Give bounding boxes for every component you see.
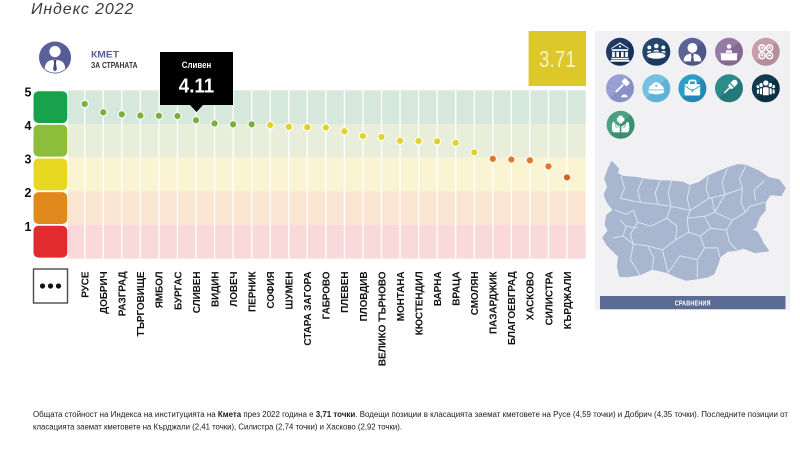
svg-text:Сливен: Сливен xyxy=(182,60,212,71)
svg-text:ЛОВЕЧ: ЛОВЕЧ xyxy=(229,271,240,306)
svg-text:4.11: 4.11 xyxy=(179,76,215,98)
svg-text:РАЗГРАД: РАЗГРАД xyxy=(118,272,129,317)
svg-text:ДОБРИЧ: ДОБРИЧ xyxy=(99,271,110,313)
svg-text:ХАСКОВО: ХАСКОВО xyxy=(526,271,537,320)
svg-text:МОНТАНА: МОНТАНА xyxy=(396,272,407,322)
svg-text:СЛИВЕН: СЛИВЕН xyxy=(192,272,203,314)
svg-text:СОФИЯ: СОФИЯ xyxy=(266,272,277,309)
svg-text:4: 4 xyxy=(25,119,32,133)
svg-text:КЮСТЕНДИЛ: КЮСТЕНДИЛ xyxy=(414,271,425,335)
svg-text:ВАРНА: ВАРНА xyxy=(433,272,444,307)
svg-text:РУСЕ: РУСЕ xyxy=(81,271,92,298)
svg-text:КМЕТ: КМЕТ xyxy=(91,50,119,61)
svg-text:БЛАГОЕВГРАД: БЛАГОЕВГРАД xyxy=(507,272,518,345)
svg-text:ТЪРГОВИЩЕ: ТЪРГОВИЩЕ xyxy=(136,271,147,337)
svg-text:3: 3 xyxy=(25,153,32,167)
svg-text:СИЛИСТРА: СИЛИСТРА xyxy=(544,272,555,326)
svg-text:ПЛЕВЕН: ПЛЕВЕН xyxy=(340,272,351,313)
svg-text:ШУМЕН: ШУМЕН xyxy=(285,272,296,310)
svg-text:1: 1 xyxy=(25,220,32,234)
svg-text:ПЛОВДИВ: ПЛОВДИВ xyxy=(359,272,370,322)
svg-text:ВРАЦА: ВРАЦА xyxy=(452,272,463,306)
svg-text:СМОЛЯН: СМОЛЯН xyxy=(470,272,481,316)
svg-text:5: 5 xyxy=(25,85,32,99)
svg-text:ЯМБОЛ: ЯМБОЛ xyxy=(155,271,166,308)
svg-text:класацията заемат кметовете на: класацията заемат кметовете на Кърджали … xyxy=(33,421,402,431)
svg-text:ВИДИН: ВИДИН xyxy=(210,272,221,307)
svg-text:2: 2 xyxy=(25,186,32,200)
svg-text:Индекс 2022: Индекс 2022 xyxy=(31,1,134,18)
svg-text:ГАБРОВО: ГАБРОВО xyxy=(322,271,333,319)
svg-text:Общата стойност на Индекса на: Общата стойност на Индекса на институция… xyxy=(33,409,788,419)
svg-text:ПЕРНИК: ПЕРНИК xyxy=(247,271,258,312)
svg-text:ВЕЛИКО ТЪРНОВО: ВЕЛИКО ТЪРНОВО xyxy=(377,271,388,366)
svg-text:3.71: 3.71 xyxy=(539,46,576,72)
svg-text:ПАЗАРДЖИК: ПАЗАРДЖИК xyxy=(489,271,500,334)
svg-text:СТАРА ЗАГОРА: СТАРА ЗАГОРА xyxy=(303,272,314,346)
svg-text:КЪРДЖАЛИ: КЪРДЖАЛИ xyxy=(563,272,574,330)
svg-text:СРАВНЕНИЯ: СРАВНЕНИЯ xyxy=(675,300,711,307)
svg-text:ЗА СТРАНАТА: ЗА СТРАНАТА xyxy=(91,60,138,70)
svg-text:БУРГАС: БУРГАС xyxy=(173,272,184,310)
